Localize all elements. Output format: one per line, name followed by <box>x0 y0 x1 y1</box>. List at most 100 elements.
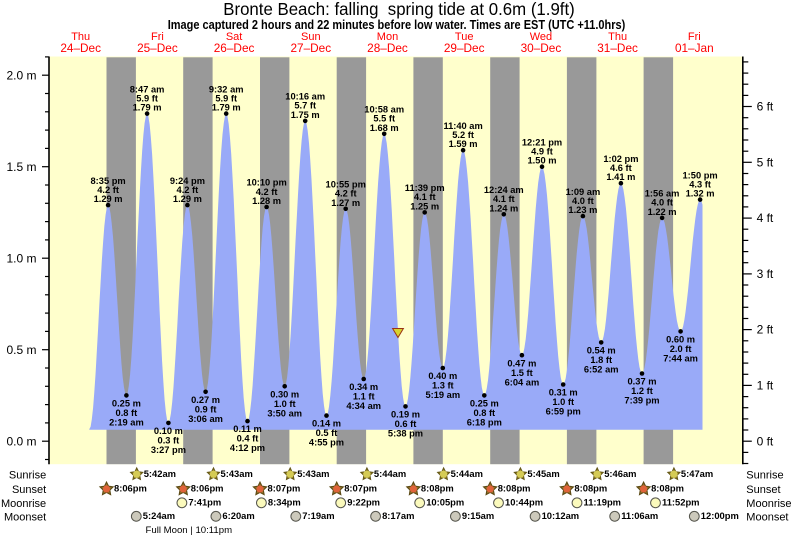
svg-text:10:58 am: 10:58 am <box>364 105 404 115</box>
svg-text:0.5 m: 0.5 m <box>6 343 36 357</box>
svg-text:5:47am: 5:47am <box>681 468 713 479</box>
svg-text:4 ft: 4 ft <box>757 211 774 225</box>
svg-text:0.9 ft: 0.9 ft <box>195 404 217 414</box>
svg-text:11:39 pm: 11:39 pm <box>405 183 445 193</box>
svg-text:2.0 m: 2.0 m <box>6 68 36 82</box>
svg-text:7:44 am: 7:44 am <box>663 354 698 364</box>
svg-text:1.3 ft: 1.3 ft <box>432 381 454 391</box>
svg-text:5:24am: 5:24am <box>143 510 175 521</box>
svg-text:0.37 m: 0.37 m <box>628 377 657 387</box>
svg-text:0.27 m: 0.27 m <box>191 395 220 405</box>
svg-text:0.47 m: 0.47 m <box>507 358 536 368</box>
svg-text:1:50 pm: 1:50 pm <box>683 170 718 180</box>
svg-text:Tue: Tue <box>455 31 474 43</box>
svg-text:5:38 pm: 5:38 pm <box>388 429 423 439</box>
svg-text:1.59 m: 1.59 m <box>449 139 478 149</box>
svg-text:4.0 ft: 4.0 ft <box>572 196 594 206</box>
svg-text:Moonset: Moonset <box>746 511 788 523</box>
svg-text:3:27 pm: 3:27 pm <box>151 445 186 455</box>
svg-text:0.40 m: 0.40 m <box>428 371 457 381</box>
svg-text:1.24 m: 1.24 m <box>489 203 518 213</box>
svg-text:4.6 ft: 4.6 ft <box>610 163 632 173</box>
svg-text:8:08pm: 8:08pm <box>498 483 531 494</box>
svg-text:11:06am: 11:06am <box>621 510 658 521</box>
svg-text:Moonset: Moonset <box>4 511 46 523</box>
svg-text:1.22 m: 1.22 m <box>648 207 677 217</box>
svg-text:5:44am: 5:44am <box>451 468 483 479</box>
svg-text:31–Dec: 31–Dec <box>597 41 638 55</box>
svg-text:Bronte Beach: falling spring: Bronte Beach: falling spring tide at 0.6… <box>223 0 575 19</box>
svg-text:5.7 ft: 5.7 ft <box>294 101 316 111</box>
svg-text:7:19am: 7:19am <box>302 510 334 521</box>
svg-text:12:24 am: 12:24 am <box>484 185 524 195</box>
svg-text:8:47 am: 8:47 am <box>130 84 165 94</box>
svg-text:1.68 m: 1.68 m <box>370 123 399 133</box>
svg-text:5:43am: 5:43am <box>221 468 253 479</box>
svg-text:5.2 ft: 5.2 ft <box>452 130 474 140</box>
svg-text:11:52pm: 11:52pm <box>662 497 700 508</box>
svg-text:11:40 am: 11:40 am <box>443 121 482 131</box>
svg-text:1.5 m: 1.5 m <box>6 160 36 174</box>
svg-text:Sunset: Sunset <box>746 484 780 496</box>
svg-text:0.60 m: 0.60 m <box>666 335 695 345</box>
svg-text:9:24 pm: 9:24 pm <box>170 176 205 186</box>
svg-text:10:44pm: 10:44pm <box>505 497 543 508</box>
svg-text:4.2 ft: 4.2 ft <box>256 187 278 197</box>
svg-text:1.2 ft: 1.2 ft <box>631 386 653 396</box>
svg-text:0.3 ft: 0.3 ft <box>158 436 180 446</box>
svg-text:Fri: Fri <box>151 31 164 43</box>
svg-text:1.50 m: 1.50 m <box>528 156 557 166</box>
svg-text:5:42am: 5:42am <box>144 468 176 479</box>
svg-text:6:20am: 6:20am <box>222 510 254 521</box>
svg-text:11:19pm: 11:19pm <box>584 497 622 508</box>
svg-text:28–Dec: 28–Dec <box>367 41 408 55</box>
svg-text:10:55 pm: 10:55 pm <box>326 180 366 190</box>
svg-text:6:18 pm: 6:18 pm <box>467 418 502 428</box>
svg-text:4:12 pm: 4:12 pm <box>230 443 265 453</box>
svg-text:4.9 ft: 4.9 ft <box>531 147 553 157</box>
svg-text:2:19 am: 2:19 am <box>109 418 144 428</box>
svg-text:1.41 m: 1.41 m <box>606 172 635 182</box>
svg-text:1.0 ft: 1.0 ft <box>552 397 574 407</box>
svg-text:0.0 m: 0.0 m <box>6 434 36 448</box>
svg-text:6 ft: 6 ft <box>757 100 774 114</box>
svg-text:0.34 m: 0.34 m <box>349 382 378 392</box>
svg-text:1.28 m: 1.28 m <box>252 196 281 206</box>
svg-text:6:52 am: 6:52 am <box>584 365 619 375</box>
svg-text:8:06pm: 8:06pm <box>191 483 224 494</box>
svg-text:5:46am: 5:46am <box>604 468 636 479</box>
svg-text:1.79 m: 1.79 m <box>133 103 162 113</box>
svg-text:Sun: Sun <box>301 31 321 43</box>
svg-text:4.2 ft: 4.2 ft <box>177 185 199 195</box>
svg-text:5.5 ft: 5.5 ft <box>373 114 395 124</box>
svg-text:1.32 m: 1.32 m <box>686 189 715 199</box>
svg-text:0.31 m: 0.31 m <box>549 388 578 398</box>
svg-text:8:35 pm: 8:35 pm <box>91 176 126 186</box>
svg-text:0.8 ft: 0.8 ft <box>116 408 138 418</box>
svg-text:0.25 m: 0.25 m <box>112 399 141 409</box>
svg-text:1:56 am: 1:56 am <box>645 189 680 199</box>
svg-text:0.8 ft: 0.8 ft <box>473 408 495 418</box>
svg-text:Sat: Sat <box>226 31 243 43</box>
svg-text:1.1 ft: 1.1 ft <box>353 392 375 402</box>
svg-text:25–Dec: 25–Dec <box>137 41 178 55</box>
svg-text:Thu: Thu <box>71 31 90 43</box>
svg-text:8:08pm: 8:08pm <box>651 483 684 494</box>
svg-text:9:15am: 9:15am <box>462 510 494 521</box>
svg-text:0.5 ft: 0.5 ft <box>316 428 338 438</box>
svg-text:1 ft: 1 ft <box>757 379 774 393</box>
svg-text:4:34 am: 4:34 am <box>346 401 381 411</box>
svg-text:2.0 ft: 2.0 ft <box>670 344 692 354</box>
svg-text:Sunrise: Sunrise <box>9 469 46 481</box>
svg-text:8:08pm: 8:08pm <box>574 483 607 494</box>
svg-text:24–Dec: 24–Dec <box>60 41 101 55</box>
svg-text:4.2 ft: 4.2 ft <box>97 185 119 195</box>
svg-text:10:05pm: 10:05pm <box>426 497 464 508</box>
svg-text:27–Dec: 27–Dec <box>290 41 331 55</box>
svg-text:6:59 pm: 6:59 pm <box>546 407 581 417</box>
svg-text:5.9 ft: 5.9 ft <box>136 93 158 103</box>
svg-text:3 ft: 3 ft <box>757 267 774 281</box>
svg-text:0 ft: 0 ft <box>757 434 774 448</box>
svg-text:5:43am: 5:43am <box>297 468 329 479</box>
svg-text:10:12am: 10:12am <box>542 510 580 521</box>
